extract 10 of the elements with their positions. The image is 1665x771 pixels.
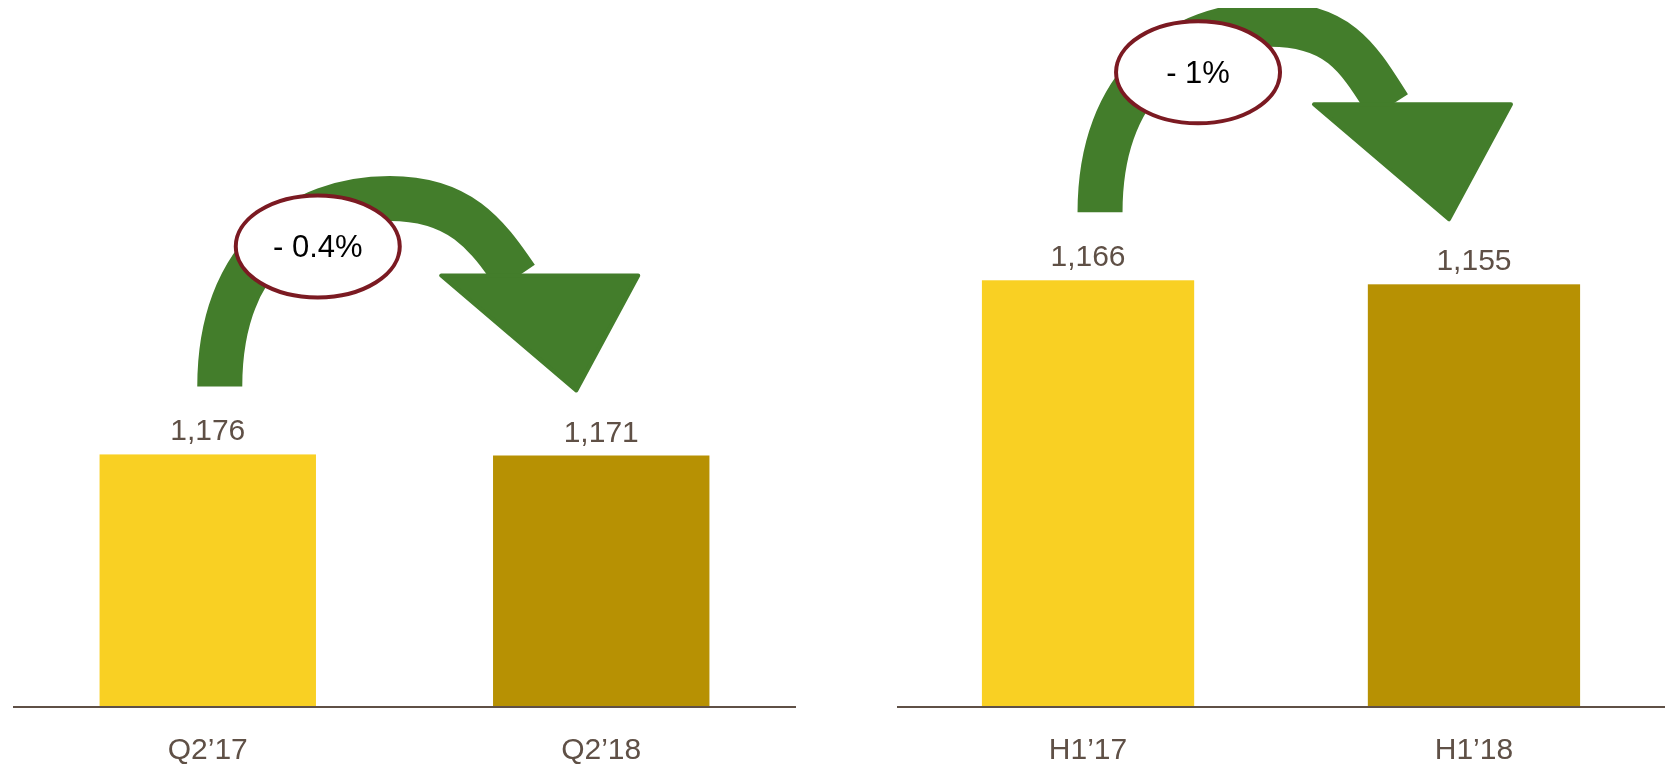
data-label: 1,166 (1050, 239, 1126, 273)
x-tick-label: H1’17 (1048, 732, 1128, 765)
x-tick-label: Q2’18 (561, 732, 642, 765)
data-label: 1,176 (170, 413, 246, 447)
x-tick-label: H1’18 (1434, 732, 1514, 765)
data-label: 1,155 (1436, 243, 1512, 277)
oval-callout: - 1% (1114, 19, 1283, 126)
x-tick-label: Q2’17 (167, 732, 248, 765)
data-label: 1,171 (563, 414, 639, 448)
oval-callout: - 0.4% (233, 193, 402, 300)
